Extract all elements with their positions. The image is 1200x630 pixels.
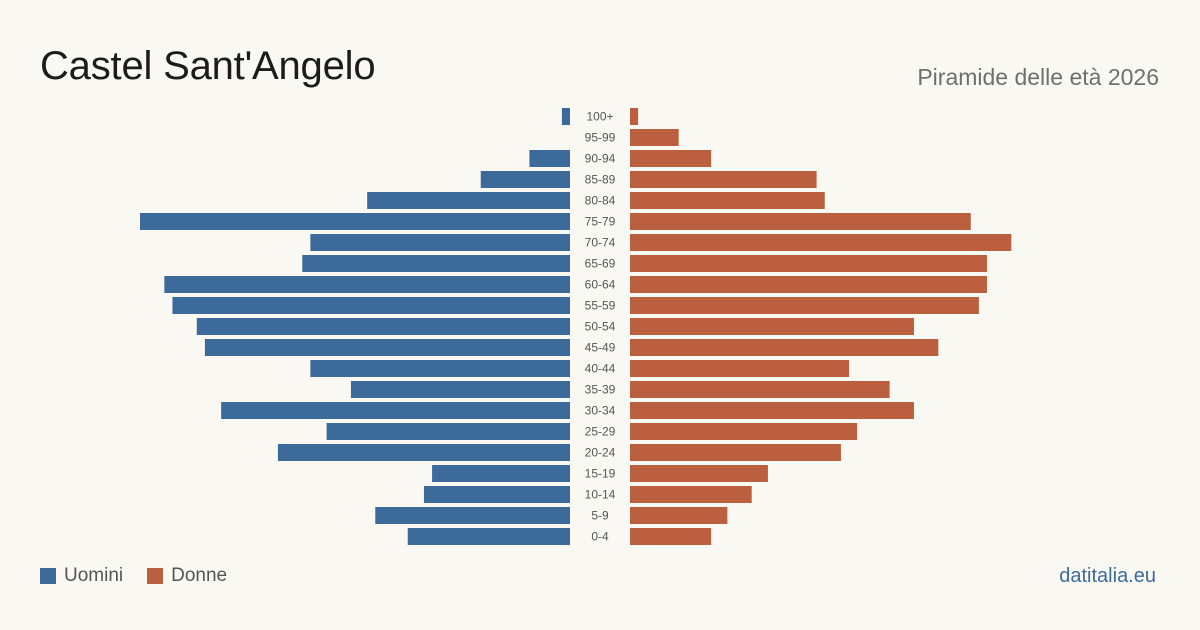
- legend-item-female: Donne: [147, 565, 227, 587]
- age-label-25-29: 25-29: [585, 425, 616, 439]
- bar-male-50-54: [196, 318, 570, 335]
- bar-female-10-14: [630, 486, 752, 503]
- bar-male-30-34: [221, 402, 570, 419]
- age-label-80-84: 80-84: [585, 194, 616, 208]
- age-label-70-74: 70-74: [585, 236, 616, 250]
- bar-male-55-59: [172, 297, 571, 314]
- bar-male-90-94: [529, 150, 570, 167]
- age-label-100+: 100+: [586, 110, 613, 124]
- bar-female-40-44: [630, 360, 850, 377]
- bar-female-30-34: [630, 402, 914, 419]
- bar-female-20-24: [630, 444, 841, 461]
- age-label-85-89: 85-89: [585, 173, 616, 187]
- legend: Uomini Donne: [40, 565, 251, 587]
- bar-male-65-69: [302, 255, 570, 272]
- bar-male-25-29: [326, 423, 570, 440]
- bar-female-15-19: [630, 465, 768, 482]
- bar-female-70-74: [630, 234, 1012, 251]
- bar-female-90-94: [630, 150, 712, 167]
- bar-male-70-74: [310, 234, 570, 251]
- bar-female-5-9: [630, 507, 728, 524]
- bar-male-60-64: [164, 276, 570, 293]
- bar-male-40-44: [310, 360, 570, 377]
- bar-female-50-54: [630, 318, 914, 335]
- legend-swatch-male: [40, 568, 56, 584]
- age-label-40-44: 40-44: [585, 362, 616, 376]
- bar-female-35-39: [630, 381, 890, 398]
- bar-female-75-79: [630, 213, 971, 230]
- age-label-15-19: 15-19: [585, 467, 616, 481]
- age-label-90-94: 90-94: [585, 152, 616, 166]
- brand-link[interactable]: datitalia.eu: [1059, 565, 1156, 587]
- age-label-45-49: 45-49: [585, 341, 616, 355]
- age-label-60-64: 60-64: [585, 278, 616, 292]
- age-label-95-99: 95-99: [585, 131, 616, 145]
- legend-item-male: Uomini: [40, 565, 123, 587]
- chart-subtitle: Piramide delle età 2026: [917, 64, 1159, 90]
- age-label-50-54: 50-54: [585, 320, 616, 334]
- bar-male-20-24: [277, 444, 570, 461]
- age-label-35-39: 35-39: [585, 383, 616, 397]
- age-label-0-4: 0-4: [591, 530, 609, 544]
- chart-title: Castel Sant'Angelo: [40, 44, 376, 88]
- age-label-20-24: 20-24: [585, 446, 616, 460]
- bar-female-95-99: [630, 129, 679, 146]
- age-label-5-9: 5-9: [591, 509, 609, 523]
- age-label-55-59: 55-59: [585, 299, 616, 313]
- bar-male-5-9: [375, 507, 570, 524]
- bar-male-10-14: [423, 486, 570, 503]
- bar-female-65-69: [630, 255, 987, 272]
- bar-male-75-79: [140, 213, 570, 230]
- bar-female-85-89: [630, 171, 817, 188]
- bar-male-80-84: [367, 192, 570, 209]
- bar-female-80-84: [630, 192, 825, 209]
- legend-label-male: Uomini: [64, 565, 124, 586]
- bar-male-35-39: [350, 381, 570, 398]
- bar-male-45-49: [204, 339, 571, 356]
- bar-female-60-64: [630, 276, 987, 293]
- bar-female-0-4: [630, 528, 712, 545]
- age-label-10-14: 10-14: [585, 488, 616, 502]
- legend-swatch-female: [147, 568, 164, 584]
- bar-female-100+: [630, 108, 639, 125]
- bar-male-85-89: [480, 171, 570, 188]
- age-label-75-79: 75-79: [585, 215, 616, 229]
- bar-male-100+: [561, 108, 570, 125]
- bar-female-45-49: [630, 339, 939, 356]
- bar-female-55-59: [630, 297, 979, 314]
- age-label-30-34: 30-34: [585, 404, 616, 418]
- legend-label-female: Donne: [171, 565, 228, 586]
- age-label-65-69: 65-69: [585, 257, 616, 271]
- bar-female-25-29: [630, 423, 858, 440]
- bar-male-0-4: [407, 528, 570, 545]
- bar-male-15-19: [432, 465, 570, 482]
